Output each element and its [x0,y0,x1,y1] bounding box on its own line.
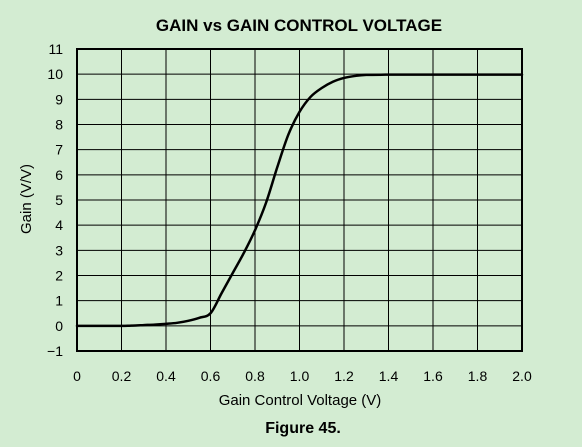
y-tick-label: 1 [55,293,63,309]
x-tick-label: 1.0 [290,368,310,384]
series-line-gain [75,73,524,328]
y-tick-label: 4 [55,217,63,233]
y-tick-label: 6 [55,167,63,183]
x-tick-label: 0.2 [112,368,132,384]
x-tick-label: 1.8 [468,368,488,384]
y-tick-label: 9 [55,91,63,107]
tick-labels: 0 0.2 0.4 0.6 0.8 1.0 1.2 1.4 1.6 1.8 2.0 −1 0 1 2 3 4 5 6… [47,41,532,384]
y-tick-label: 0 [55,318,63,334]
x-tick-label: 0.4 [156,368,176,384]
y-tick-label: 8 [55,117,63,133]
y-tick-label: 10 [47,66,63,82]
x-tick-label: 1.4 [379,368,399,384]
plot-area [75,73,524,328]
y-axis-label: Gain (V/V) [18,164,35,234]
y-tick-label: −1 [47,343,63,359]
plot-frame [76,48,523,352]
x-tick-label: 1.6 [423,368,443,384]
x-tick-label: 0.6 [201,368,221,384]
x-tick-label: 2.0 [512,368,532,384]
y-tick-label: 7 [55,142,63,158]
y-tick-label: 11 [48,41,63,57]
x-axis-label: Gain Control Voltage (V) [219,392,382,409]
x-tick-label: 0.8 [245,368,265,384]
figure-caption: Figure 45. [265,420,341,437]
y-tick-label: 3 [55,242,63,258]
grid [77,49,522,351]
x-tick-label: 0 [73,368,81,384]
chart-title: GAIN vs GAIN CONTROL VOLTAGE [156,16,442,35]
y-tick-label: 2 [55,268,63,284]
y-tick-label: 5 [55,192,63,208]
x-tick-label: 1.2 [334,368,354,384]
